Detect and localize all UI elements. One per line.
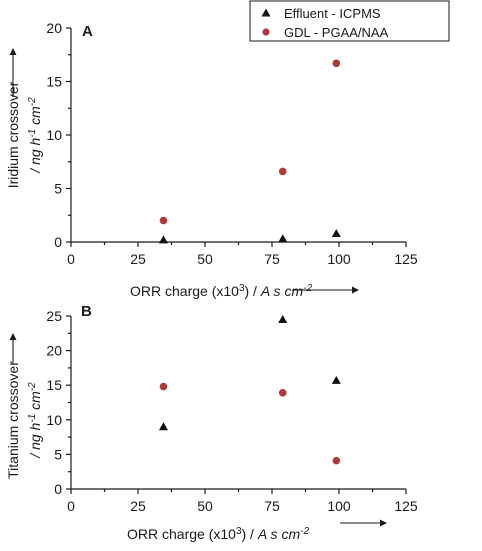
x-tick-label: 75 bbox=[264, 498, 280, 514]
x-title-unit-sup: -2 bbox=[303, 283, 312, 294]
y-tick-label: 15 bbox=[46, 377, 62, 393]
y-tick-label: 0 bbox=[54, 481, 62, 497]
x-title-arrowhead bbox=[352, 286, 359, 294]
x-title-arrowhead bbox=[380, 519, 387, 527]
y-units-b: cm bbox=[27, 391, 43, 414]
y-axis-units: / ng h-1 cm-2 bbox=[27, 97, 44, 174]
x-axis-title: ORR charge (x103) / A s cm-2 bbox=[130, 283, 312, 300]
legend-marker-circle bbox=[262, 28, 270, 36]
y-axis-units: / ng h-1 cm-2 bbox=[27, 382, 44, 459]
y-units-a-sup: -1 bbox=[27, 414, 38, 423]
y-units-a: / ng h bbox=[27, 137, 43, 173]
data-point-circle bbox=[159, 216, 168, 225]
y-tick-label: 10 bbox=[46, 127, 62, 143]
x-tick-label: 25 bbox=[130, 498, 146, 514]
y-axis-title: Titanium crossover bbox=[5, 361, 21, 479]
y-units-b: cm bbox=[27, 106, 43, 129]
y-tick-label: 10 bbox=[46, 412, 62, 428]
data-point-circle bbox=[278, 389, 287, 397]
data-point-triangle bbox=[278, 314, 288, 323]
y-tick-label: 20 bbox=[46, 20, 62, 36]
y-tick-label: 5 bbox=[54, 446, 62, 462]
x-title-sup: 3 bbox=[239, 283, 245, 294]
x-tick-label: 50 bbox=[197, 251, 213, 267]
x-axis-title: ORR charge (x103) / A s cm-2 bbox=[127, 526, 309, 543]
data-point-circle bbox=[278, 167, 287, 176]
data-point-triangle bbox=[278, 234, 288, 243]
y-units-a-sup: -1 bbox=[27, 129, 38, 138]
x-tick-label: 125 bbox=[394, 251, 418, 267]
y-title-arrowhead bbox=[9, 333, 17, 340]
y-tick-label: 0 bbox=[54, 234, 62, 250]
x-tick-label: 100 bbox=[327, 251, 351, 267]
legend-entry-label: GDL - PGAA/NAA bbox=[284, 25, 389, 40]
y-axis-title: Iridium crossover bbox=[5, 81, 21, 188]
x-title-close: ) / bbox=[245, 283, 261, 299]
y-tick-label: 25 bbox=[46, 308, 62, 324]
panel-label: B bbox=[81, 303, 92, 320]
data-point-circle bbox=[159, 382, 168, 391]
x-tick-label: 100 bbox=[327, 498, 351, 514]
x-tick-label: 50 bbox=[197, 498, 213, 514]
data-point-triangle bbox=[158, 422, 168, 431]
x-title-unit: A s cm bbox=[257, 526, 301, 542]
chart-panel-b: 0 25 50 75 100 125 0 5 10 15 20 25 B ORR charge (x103… bbox=[5, 303, 418, 542]
y-tick-label: 20 bbox=[46, 343, 62, 359]
data-point-circle bbox=[332, 456, 341, 465]
y-tick-label: 15 bbox=[46, 74, 62, 90]
y-units-a: / ng h bbox=[27, 422, 43, 458]
panel-label: A bbox=[82, 23, 93, 40]
y-units-b-sup: -2 bbox=[27, 97, 38, 106]
x-title-unit-sup: -2 bbox=[300, 526, 309, 537]
chart-panel-a: 0 25 50 75 100 125 0 5 10 15 20 A ORR charge (x103) … bbox=[5, 0, 450, 300]
x-tick-label: 0 bbox=[67, 251, 75, 267]
data-point-circle bbox=[332, 59, 341, 68]
y-tick-label: 5 bbox=[54, 181, 62, 197]
data-point-triangle bbox=[331, 228, 341, 237]
x-title-main: ORR charge (x10 bbox=[127, 526, 236, 542]
x-title-unit: A s cm bbox=[260, 283, 304, 299]
legend-box bbox=[249, 0, 450, 42]
legend: Effluent - ICPMS GDL - PGAA/NAA bbox=[249, 0, 450, 42]
legend-entry-label: Effluent - ICPMS bbox=[284, 6, 381, 21]
x-tick-label: 25 bbox=[130, 251, 146, 267]
x-title-sup: 3 bbox=[236, 526, 242, 537]
x-tick-label: 0 bbox=[67, 498, 75, 514]
x-title-close: ) / bbox=[242, 526, 258, 542]
x-tick-label: 125 bbox=[394, 498, 418, 514]
y-units-b-sup: -2 bbox=[27, 382, 38, 391]
data-point-triangle bbox=[331, 375, 341, 384]
y-title-arrowhead bbox=[9, 48, 17, 55]
x-title-main: ORR charge (x10 bbox=[130, 283, 239, 299]
legend-marker-triangle bbox=[261, 8, 271, 17]
data-point-triangle bbox=[158, 235, 168, 244]
x-tick-label: 75 bbox=[264, 251, 280, 267]
